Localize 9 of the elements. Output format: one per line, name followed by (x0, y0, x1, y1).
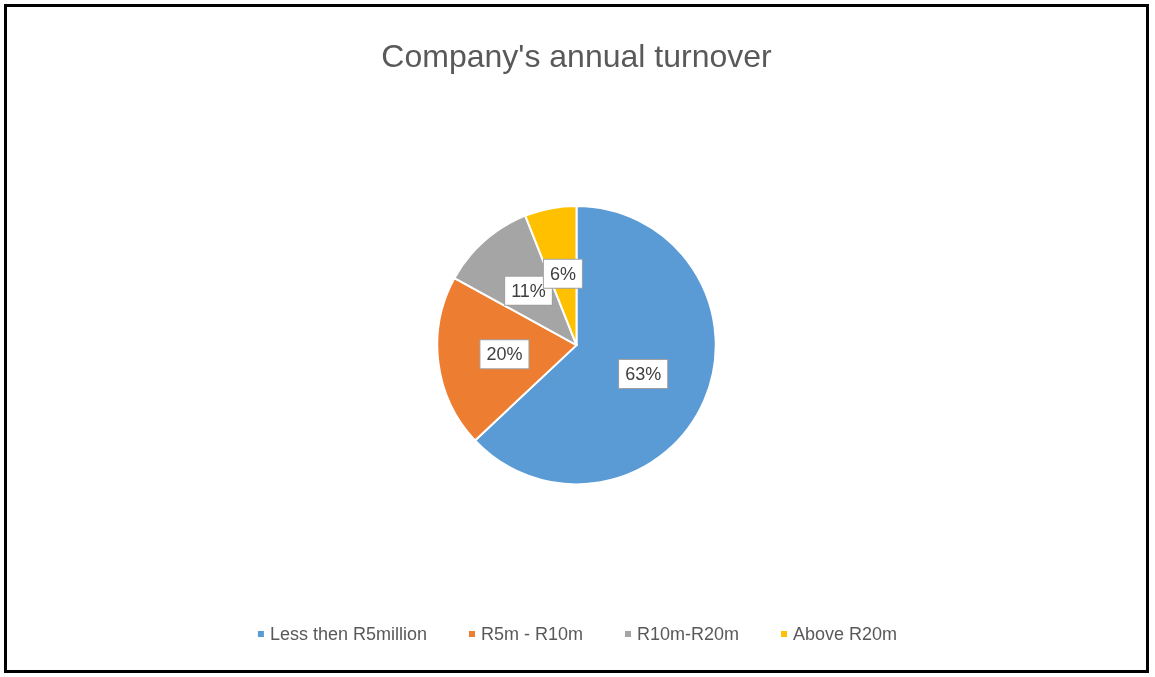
chart-title: Company's annual turnover (381, 38, 773, 74)
legend-label: Less then R5million (269, 624, 427, 644)
legend-label: R5m - R10m (480, 624, 584, 644)
legend-label: Above R20m (793, 624, 898, 644)
data-label: 63% (625, 363, 662, 384)
data-label: 20% (486, 344, 523, 365)
data-label: 11% (511, 280, 546, 301)
data-label: 6% (549, 263, 576, 284)
legend-label: R10m-R20m (637, 624, 740, 644)
